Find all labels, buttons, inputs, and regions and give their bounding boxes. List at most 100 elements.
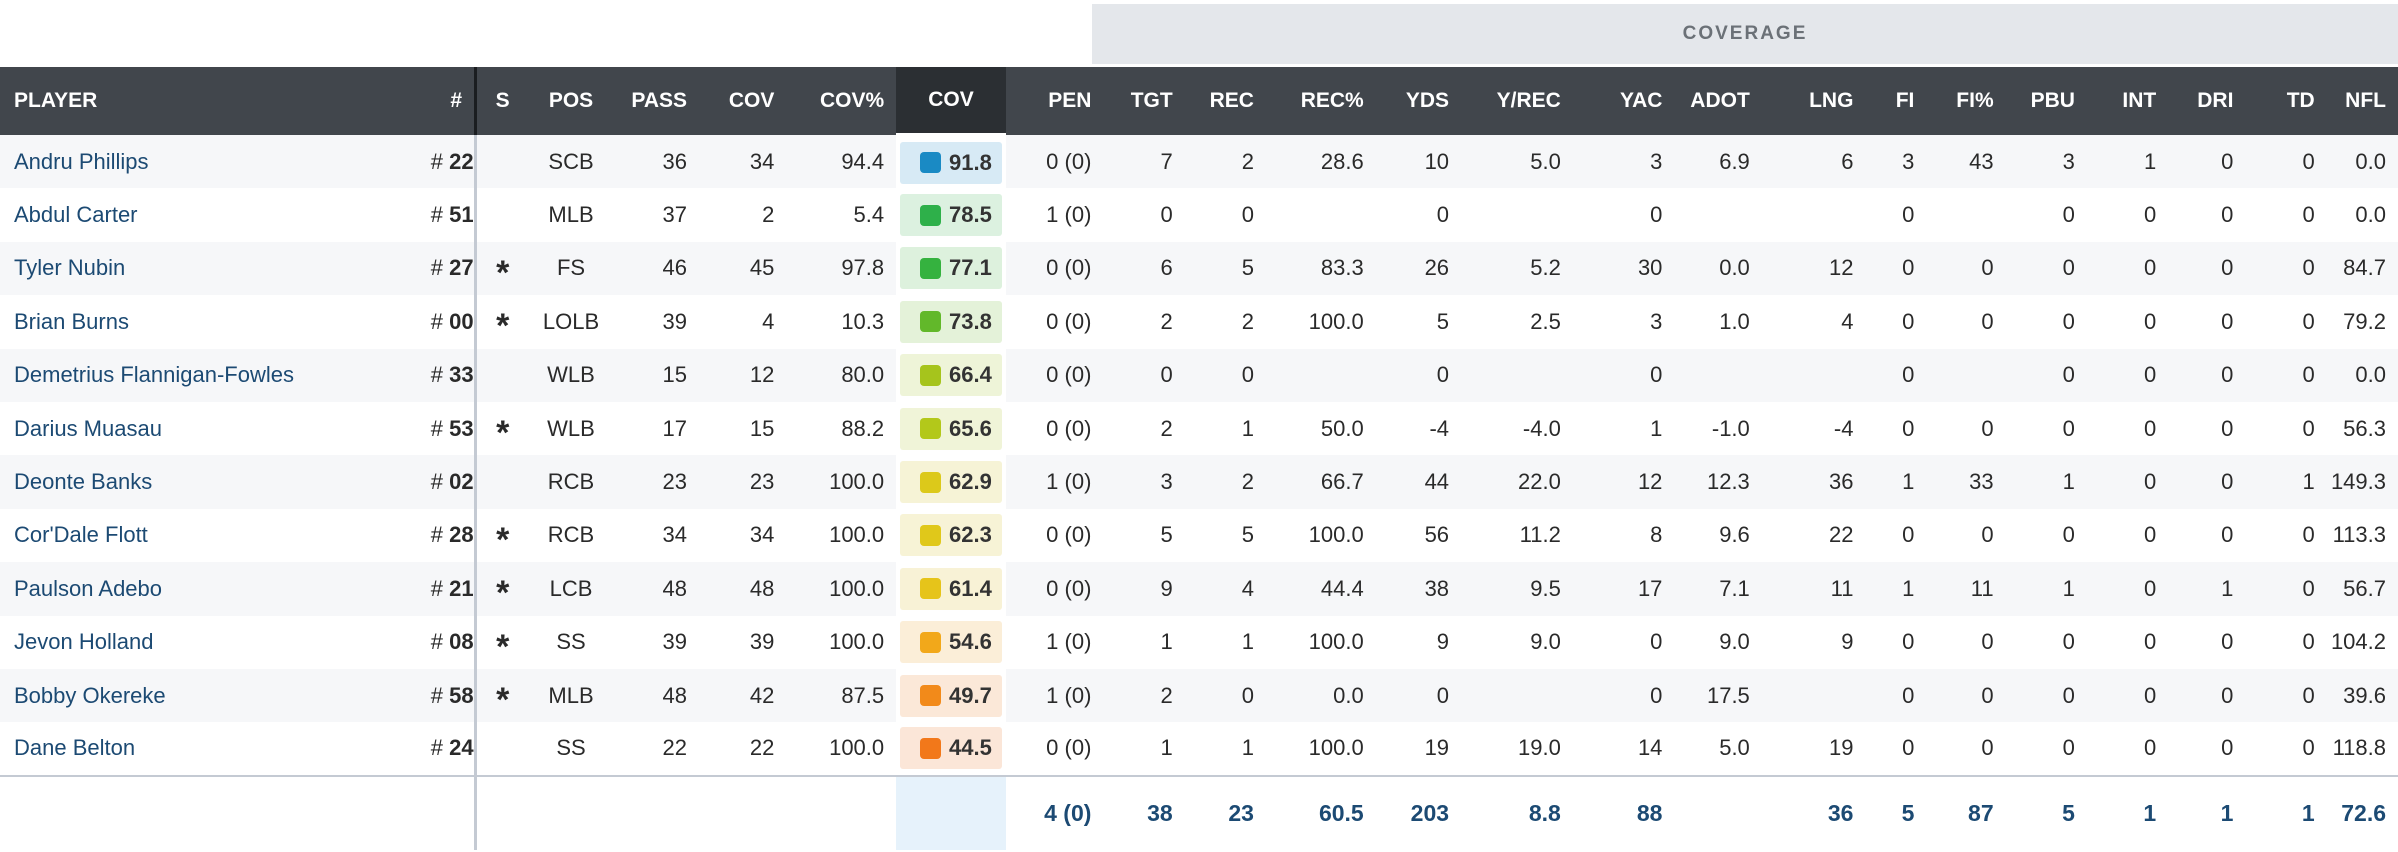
column-header-player[interactable]: PLAYER (0, 67, 427, 135)
column-header-starter[interactable]: S (475, 67, 529, 135)
column-header-pbu[interactable]: PBU (2005, 67, 2087, 135)
position: SS (528, 722, 614, 776)
coverage-percent: 100.0 (786, 562, 897, 616)
column-header-td[interactable]: TD (2245, 67, 2327, 135)
stat-tgt: 7 (1103, 135, 1185, 189)
table-row[interactable]: Andru Phillips # 22 SCB 36 34 94.4 91.8 0 (0) 7 2… (0, 135, 2398, 189)
column-header-nfl[interactable]: NFL (2326, 67, 2398, 135)
column-header-cov-pct[interactable]: COV% (786, 67, 897, 135)
starter-asterisk: * (496, 520, 510, 559)
coverage-grade-value: 44.5 (949, 735, 992, 761)
coverage-snaps: 12 (699, 348, 787, 402)
stat-int: 0 (2086, 508, 2169, 563)
stat-pbu: 0 (2005, 188, 2087, 242)
stat-fi: 0 (1865, 188, 1927, 242)
stat-td: 0 (2245, 135, 2327, 189)
column-header-fi[interactable]: FI (1865, 67, 1927, 135)
table-row[interactable]: Jevon Holland # 08 * SS 39 39 100.0 54.6 1 (0) 1 1… (0, 615, 2398, 669)
table-row[interactable]: Deonte Banks # 02 RCB 23 23 100.0 62.9 1 (0) 3 2 6… (0, 455, 2398, 509)
jersey-number: # 00 (426, 295, 478, 349)
column-header-pass[interactable]: PASS (613, 67, 700, 135)
column-header-lng[interactable]: LNG (1761, 67, 1866, 135)
stat-lng: 22 (1761, 508, 1866, 563)
coverage-grade-value: 49.7 (949, 682, 992, 708)
coverage-grade-value: 65.6 (949, 415, 992, 441)
stat-lng: 6 (1761, 135, 1866, 189)
column-header-cov[interactable]: COV (699, 67, 787, 135)
coverage-grade-cell: 65.6 (896, 401, 1006, 456)
player-name-link[interactable]: Dane Belton (0, 722, 427, 776)
stat-dri: 0 (2168, 508, 2246, 563)
table-row[interactable]: Cor'Dale Flott # 28 * RCB 34 34 100.0 62.3 0 (0)… (0, 508, 2398, 563)
player-name-link[interactable]: Brian Burns (0, 295, 427, 349)
stat-lng: -4 (1761, 401, 1866, 456)
stat-nfl: 56.3 (2326, 401, 2398, 456)
player-name-link[interactable]: Jevon Holland (0, 615, 427, 669)
column-header-dri[interactable]: DRI (2168, 67, 2246, 135)
table-header-row: PLAYER # S POS PASS COV COV% COV PEN TGT REC REC% YD… (0, 67, 2398, 137)
stat-pbu: 3 (2005, 135, 2087, 189)
pass-snaps: 34 (613, 508, 700, 563)
table-row[interactable]: Darius Muasau # 53 * WLB 17 15 88.2 65.6 0 (0) 2 1… (0, 401, 2398, 456)
column-header-tgt[interactable]: TGT (1103, 67, 1185, 135)
grade-color-swatch (920, 364, 942, 386)
player-name-link[interactable]: Darius Muasau (0, 401, 427, 456)
table-row[interactable]: Dane Belton # 24 SS 22 22 100.0 44.5 0 (0) 1 1 100… (0, 722, 2398, 776)
table-row[interactable]: Brian Burns # 00 * LOLB 39 4 10.3 73.8 0 (0) 2 2 10… (0, 295, 2398, 349)
total-adot (1674, 774, 1762, 850)
stat-rec-pct: 100.0 (1265, 508, 1376, 563)
starter-asterisk: * (496, 574, 510, 613)
column-header-pos[interactable]: POS (528, 67, 614, 135)
column-header-yac[interactable]: YAC (1572, 67, 1675, 135)
player-name-link[interactable]: Tyler Nubin (0, 241, 427, 296)
stat-y-rec: 9.0 (1461, 615, 1573, 669)
player-name-link[interactable]: Paulson Adebo (0, 562, 427, 616)
stat-rec: 2 (1184, 455, 1266, 509)
table-row[interactable]: Paulson Adebo # 21 * LCB 48 48 100.0 61.4 0 (0) 9… (0, 562, 2398, 616)
stat-adot: 12.3 (1674, 455, 1762, 509)
grade-color-swatch (920, 418, 942, 440)
table-row[interactable]: Abdul Carter # 51 MLB 37 2 5.4 78.5 1 (0) 0 0 0 0 0 0… (0, 188, 2398, 242)
stat-lng: 11 (1761, 562, 1866, 616)
column-header-fi-pct[interactable]: FI% (1926, 67, 2006, 135)
stat-yac: 0 (1572, 615, 1675, 669)
totals-blank (528, 774, 614, 850)
coverage-snaps: 15 (699, 401, 787, 456)
column-header-number[interactable]: # (426, 67, 478, 135)
stat-rec: 5 (1184, 241, 1266, 296)
player-name-link[interactable]: Demetrius Flannigan-Fowles (0, 348, 427, 402)
player-name-link[interactable]: Bobby Okereke (0, 668, 427, 723)
stat-lng (1761, 348, 1866, 402)
player-name-link[interactable]: Abdul Carter (0, 188, 427, 242)
column-header-rec-pct[interactable]: REC% (1265, 67, 1376, 135)
starter-cell: * (475, 562, 529, 616)
column-header-y-rec[interactable]: Y/REC (1461, 67, 1573, 135)
column-header-cov-grade[interactable]: COV (896, 67, 1006, 137)
coverage-percent: 100.0 (786, 615, 897, 669)
pass-snaps: 39 (613, 295, 700, 349)
player-name-link[interactable]: Cor'Dale Flott (0, 508, 427, 563)
stat-y-rec: 5.0 (1461, 135, 1573, 189)
column-header-pen[interactable]: PEN (1005, 67, 1104, 135)
starter-cell (475, 348, 529, 402)
column-header-rec[interactable]: REC (1184, 67, 1266, 135)
player-name-link[interactable]: Deonte Banks (0, 455, 427, 509)
column-header-yds[interactable]: YDS (1375, 67, 1462, 135)
column-header-int[interactable]: INT (2086, 67, 2169, 135)
table-row[interactable]: Demetrius Flannigan-Fowles # 33 WLB 15 12 80.… (0, 348, 2398, 402)
stat-rec-pct: 83.3 (1265, 241, 1376, 296)
table-row[interactable]: Tyler Nubin # 27 * FS 46 45 97.8 77.1 0 (0) 6 5 83.… (0, 241, 2398, 296)
stat-dri: 0 (2168, 241, 2246, 296)
coverage-grade-badge: 61.4 (900, 567, 1002, 610)
stat-rec-pct: 28.6 (1265, 135, 1376, 189)
stat-y-rec: -4.0 (1461, 401, 1573, 456)
coverage-grade-badge: 65.6 (900, 407, 1002, 450)
grade-color-swatch (920, 578, 942, 600)
stat-yds: 0 (1375, 668, 1462, 723)
column-header-adot[interactable]: ADOT (1674, 67, 1762, 135)
total-tgt: 38 (1103, 774, 1185, 850)
coverage-table: PLAYER # S POS PASS COV COV% COV PEN TGT REC REC% YD… (0, 67, 2398, 850)
table-row[interactable]: Bobby Okereke # 58 * MLB 48 42 87.5 49.7 1 (0) 2 0… (0, 668, 2398, 723)
player-name-link[interactable]: Andru Phillips (0, 135, 427, 189)
stat-rec: 5 (1184, 508, 1266, 563)
